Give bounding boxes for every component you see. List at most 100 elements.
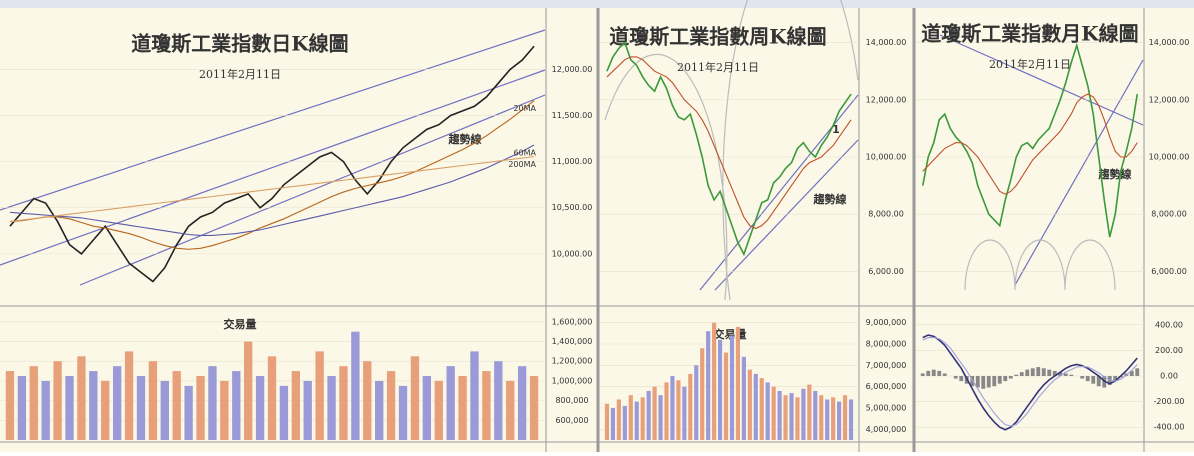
- bar: [160, 380, 169, 440]
- bar: [741, 356, 746, 440]
- bar: [616, 399, 621, 440]
- y-tick-label: 10,000.00: [866, 153, 907, 162]
- y-tick-label: -200.00: [1154, 397, 1185, 406]
- bar: [327, 376, 336, 440]
- trend-line: [79, 94, 546, 286]
- bar: [410, 356, 420, 440]
- panel-borders: [0, 8, 1194, 452]
- bar: [303, 380, 312, 440]
- bar: [819, 395, 824, 440]
- bar: [1052, 370, 1057, 376]
- y-tick-label: 11,000.00: [552, 157, 593, 166]
- bar: [942, 373, 947, 376]
- bar: [1063, 373, 1068, 376]
- chart-title: 道瓊斯工業指數周K線圖: [609, 25, 826, 49]
- bar: [1025, 369, 1030, 376]
- bar: [729, 335, 735, 440]
- bar: [517, 366, 527, 440]
- bar: [232, 371, 241, 440]
- bar: [208, 366, 217, 440]
- bar: [184, 385, 193, 440]
- toolbar: [0, 0, 1194, 8]
- bar: [53, 361, 62, 440]
- series-line: [9, 144, 535, 236]
- bar: [1047, 369, 1052, 376]
- bar: [920, 373, 925, 376]
- bar: [1096, 376, 1101, 387]
- series-line: [606, 41, 852, 257]
- y-tick-label: 5,000,000: [866, 404, 907, 413]
- bar: [244, 341, 253, 440]
- bar: [807, 384, 812, 440]
- bar: [506, 380, 515, 440]
- annotation: 1: [832, 123, 840, 136]
- trend-line: [0, 69, 546, 266]
- bar: [783, 395, 788, 440]
- trend-line: [0, 29, 546, 211]
- bar: [789, 393, 794, 440]
- y-tick-label: 6,000.00: [1151, 267, 1187, 276]
- bar: [112, 366, 122, 440]
- trend-line: [939, 34, 1144, 126]
- bar: [1003, 376, 1008, 382]
- bar: [529, 376, 539, 440]
- y-tick-label: 400.00: [1155, 320, 1183, 329]
- chart-title: 道瓊斯工業指數月K線圖: [921, 22, 1138, 46]
- y-tick-label: 7,000,000: [866, 361, 907, 370]
- y-tick-label: 8,000.00: [1151, 210, 1187, 219]
- series-line: [9, 45, 535, 283]
- bar: [997, 376, 1002, 384]
- y-tick-label: 12,000.00: [552, 65, 593, 74]
- bar: [628, 395, 633, 440]
- bar: [959, 376, 964, 382]
- bar: [646, 390, 651, 440]
- y-tick-label: 10,000.00: [552, 249, 593, 258]
- series-label: 200MA: [508, 160, 536, 169]
- series-line: [9, 100, 535, 250]
- y-tick-label: -400.00: [1154, 423, 1185, 432]
- bar: [975, 376, 980, 388]
- bar: [610, 408, 616, 440]
- bar: [398, 385, 408, 440]
- bar: [77, 356, 86, 440]
- bar: [1135, 368, 1140, 376]
- bar: [664, 382, 669, 440]
- bar: [825, 399, 830, 440]
- bar: [136, 376, 146, 440]
- bar: [148, 361, 158, 440]
- bar: [688, 373, 693, 440]
- y-tick-label: 200.00: [1155, 346, 1183, 355]
- bar: [747, 369, 752, 440]
- bar: [101, 380, 110, 440]
- bar: [1058, 372, 1063, 376]
- y-tick-label: 1,600,000: [552, 317, 593, 326]
- bar: [700, 348, 705, 440]
- y-tick-label: 6,000,000: [866, 382, 907, 391]
- series-label: 60MA: [513, 149, 536, 158]
- bar: [494, 361, 503, 440]
- y-tick-label: 4,000,000: [866, 425, 907, 434]
- bar: [771, 386, 776, 440]
- bar: [41, 380, 50, 440]
- bar: [124, 351, 134, 440]
- y-tick-label: 8,000,000: [866, 340, 907, 349]
- bar: [848, 399, 854, 440]
- chart-subtitle: 2011年2月11日: [989, 57, 1071, 71]
- y-tick-label: 14,000.00: [1149, 38, 1190, 47]
- bar: [5, 371, 15, 440]
- y-tick-label: 10,000.00: [1149, 153, 1190, 162]
- bar: [970, 376, 975, 387]
- bar: [434, 380, 443, 440]
- bar: [1107, 376, 1112, 385]
- bar: [1091, 376, 1096, 384]
- bar: [1080, 376, 1085, 379]
- bar: [986, 376, 991, 388]
- bar: [837, 401, 842, 440]
- series-line: [922, 334, 1138, 431]
- bar: [315, 351, 324, 440]
- bar: [765, 382, 770, 440]
- bar: [339, 366, 348, 440]
- bar: [652, 386, 657, 440]
- bar: [386, 371, 396, 440]
